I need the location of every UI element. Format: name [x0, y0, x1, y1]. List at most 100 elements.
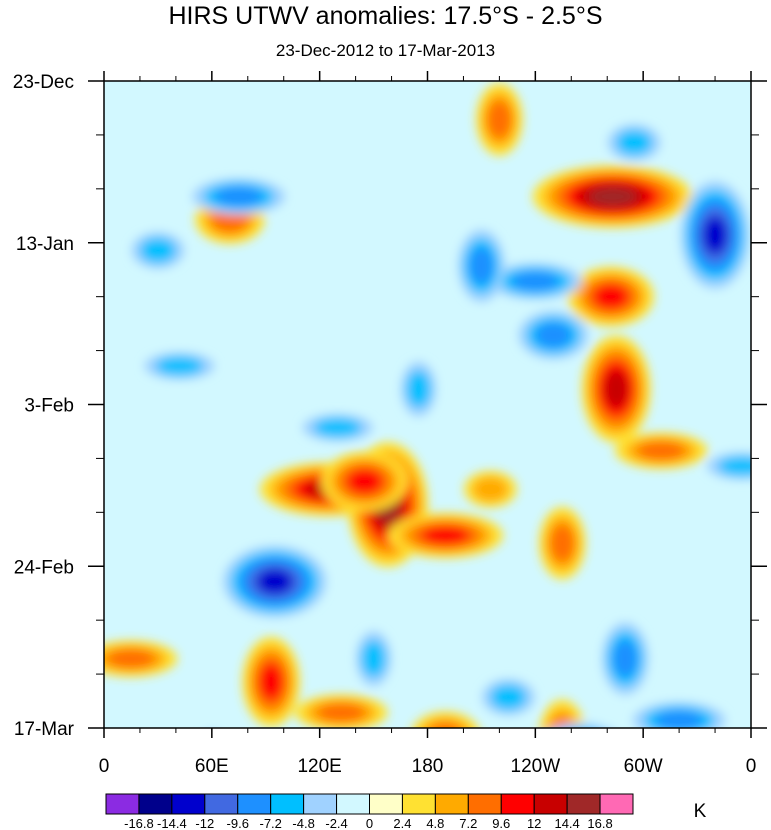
contour-level	[511, 271, 560, 291]
anomaly-feature	[387, 512, 504, 558]
contour-level	[637, 441, 686, 461]
colorbar-box	[303, 793, 338, 815]
anomaly-feature	[553, 722, 607, 777]
x-tick-label: 180	[412, 756, 444, 777]
colorbar-label: 0	[366, 816, 373, 830]
contour-level	[550, 524, 575, 562]
contour-level	[703, 216, 728, 254]
contour-level	[604, 370, 629, 408]
colorbar-label: 12	[527, 816, 541, 830]
chart-subtitle: 23-Dec-2012 to 17-Mar-2013	[275, 41, 496, 60]
contour-level	[317, 703, 366, 722]
contour-level	[490, 684, 527, 710]
anomaly-feature	[488, 263, 582, 300]
anomaly-feature	[539, 699, 585, 728]
anomaly-feature	[532, 165, 693, 228]
x-tick-label: 120E	[297, 756, 341, 777]
anomaly-feature	[601, 622, 649, 695]
contour-level	[106, 649, 155, 669]
chart-title: HIRS UTWV anomalies: 17.5°S - 2.5°S	[168, 2, 603, 30]
contour-level	[613, 639, 638, 678]
colorbar-label: -9.6	[227, 816, 249, 830]
contour-level	[718, 456, 751, 476]
colorbar-label: -2.4	[325, 816, 347, 830]
colorbar-label: -4.8	[292, 816, 314, 830]
y-tick-label: 24-Feb	[14, 557, 74, 578]
colorbar-box	[237, 793, 272, 815]
contour-level	[431, 723, 460, 728]
anomaly-feature	[412, 711, 479, 728]
contour-level	[406, 370, 431, 408]
contour-level	[553, 722, 607, 728]
anomaly-feature	[144, 352, 215, 380]
contour-level	[655, 710, 704, 728]
contour-level	[554, 740, 607, 777]
colorbar-box	[369, 793, 403, 815]
contour-level	[346, 469, 383, 495]
colorbar-box	[138, 793, 173, 815]
colorbar-box	[105, 793, 140, 815]
colorbar-box	[533, 793, 568, 815]
colorbar-label: 2.4	[393, 816, 411, 830]
anomaly-feature	[607, 124, 661, 161]
y-axis: 23-Dec 13-Jan 3-Feb 24-Feb 17-Mar	[13, 72, 767, 740]
heatmap-field	[104, 81, 751, 777]
anomaly-feature	[104, 640, 178, 677]
x-tick-label: 0	[99, 756, 110, 777]
contour-level	[361, 639, 386, 678]
contour-level	[562, 746, 598, 771]
colorbar-label: -12	[195, 816, 214, 830]
colorbar-box	[270, 793, 305, 815]
anomaly-feature	[614, 432, 708, 469]
contour-level	[214, 187, 263, 206]
contour-level	[256, 569, 293, 595]
colorbar-label: 4.8	[426, 816, 444, 830]
x-axis: 0 60E 120E 180 120W 60W 0	[99, 71, 756, 777]
anomaly-feature	[242, 636, 300, 727]
contour-level	[259, 663, 284, 701]
colorbar-label: 16.8	[587, 816, 612, 830]
contour-level	[421, 717, 470, 728]
anomaly-feature	[706, 452, 751, 480]
contour-level	[551, 716, 574, 728]
contour-level	[313, 418, 362, 437]
x-tick-label: 60E	[195, 756, 229, 777]
colorbar-label: 9.6	[492, 816, 510, 830]
contour-level	[588, 187, 637, 206]
anomaly-feature	[464, 470, 517, 508]
anomaly-feature	[481, 678, 535, 716]
anomaly-feature	[223, 545, 327, 618]
anomaly-feature	[192, 178, 286, 215]
colorbar-box	[599, 793, 634, 815]
y-tick-label: 17-Mar	[14, 719, 75, 740]
colorbar-box	[500, 793, 535, 815]
anomaly-features	[104, 83, 751, 777]
anomaly-feature	[632, 702, 726, 728]
anomaly-feature	[518, 311, 589, 360]
anomaly-feature	[400, 361, 437, 417]
anomaly-feature	[581, 335, 651, 443]
contour-level	[421, 526, 470, 545]
anomaly-feature	[302, 413, 373, 442]
contour-level	[487, 100, 512, 139]
anomaly-feature	[294, 694, 388, 728]
colorbar-label: -7.2	[259, 816, 281, 830]
colorbar-label: 7.2	[459, 816, 477, 830]
colorbar-unit: K	[694, 801, 707, 822]
contour-level	[139, 237, 176, 263]
x-tick-label: 60W	[624, 756, 663, 777]
y-tick-label: 3-Feb	[24, 396, 74, 417]
colorbar-box	[566, 793, 601, 815]
contour-level	[472, 476, 509, 502]
contour-level	[545, 708, 580, 728]
contour-level	[616, 130, 653, 156]
y-tick-label: 23-Dec	[13, 72, 74, 93]
anomaly-feature	[458, 229, 505, 303]
anomaly-feature	[539, 506, 586, 580]
colorbar-box	[467, 793, 502, 815]
colorbar-box	[204, 793, 239, 815]
anomaly-feature	[567, 266, 655, 327]
anomaly-feature	[680, 181, 750, 289]
colorbar-box	[171, 793, 206, 815]
